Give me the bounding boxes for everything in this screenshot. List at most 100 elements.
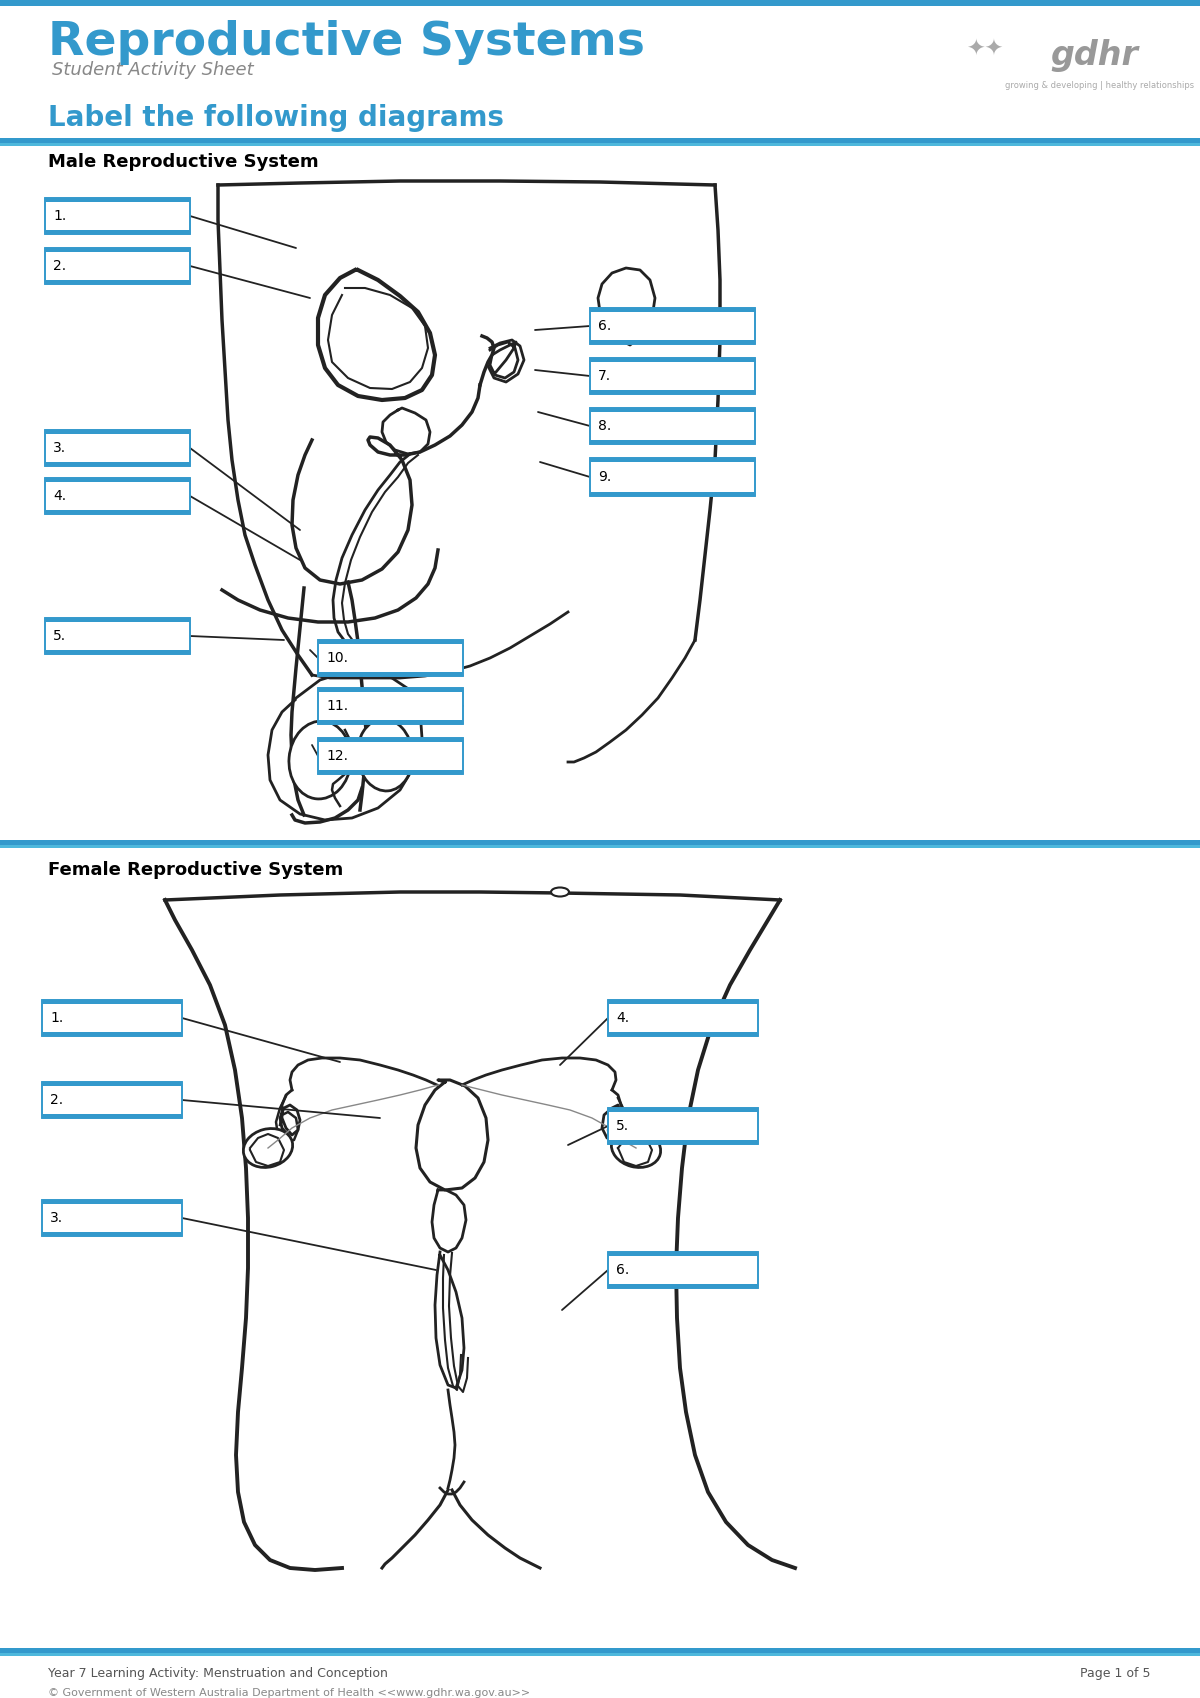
Bar xyxy=(590,362,755,391)
Bar xyxy=(0,0,1200,7)
Bar xyxy=(46,430,190,435)
Bar xyxy=(0,846,1200,847)
Bar xyxy=(0,143,1200,146)
Text: Student Activity Sheet: Student Activity Sheet xyxy=(52,61,253,80)
Text: 9.: 9. xyxy=(598,470,611,484)
Bar xyxy=(608,1251,758,1289)
Bar xyxy=(318,739,463,774)
Bar xyxy=(46,435,190,462)
Text: 7.: 7. xyxy=(598,368,611,384)
Bar xyxy=(590,440,755,443)
Bar xyxy=(0,841,1200,846)
Text: Page 1 of 5: Page 1 of 5 xyxy=(1080,1666,1150,1679)
Bar xyxy=(590,312,755,340)
Bar xyxy=(46,482,190,509)
Text: 4.: 4. xyxy=(616,1010,629,1026)
Bar xyxy=(42,1087,182,1114)
Bar xyxy=(590,408,755,413)
Bar xyxy=(42,1114,182,1117)
Bar xyxy=(46,618,190,654)
Bar xyxy=(608,1251,758,1257)
Ellipse shape xyxy=(551,888,569,897)
Bar xyxy=(608,1112,758,1139)
Bar xyxy=(318,640,463,676)
Bar xyxy=(590,458,755,462)
Text: 6.: 6. xyxy=(616,1263,629,1277)
Bar xyxy=(0,1652,1200,1656)
Bar xyxy=(318,739,463,742)
Bar xyxy=(608,1109,758,1144)
Bar xyxy=(318,693,463,720)
Text: 4.: 4. xyxy=(53,489,66,503)
Text: 1.: 1. xyxy=(50,1010,64,1026)
Bar xyxy=(42,1200,182,1236)
Ellipse shape xyxy=(244,1129,293,1168)
Bar xyxy=(46,462,190,465)
Bar xyxy=(608,1000,758,1036)
Bar xyxy=(608,1109,758,1144)
Text: 10.: 10. xyxy=(326,650,348,666)
Text: 8.: 8. xyxy=(598,419,611,433)
Bar xyxy=(608,1257,758,1284)
Bar xyxy=(608,1109,758,1112)
Text: gdhr: gdhr xyxy=(1050,39,1138,71)
Bar xyxy=(46,248,190,284)
Bar xyxy=(46,618,190,654)
Bar xyxy=(318,769,463,774)
Bar xyxy=(42,1204,182,1233)
Bar xyxy=(318,672,463,676)
Bar xyxy=(46,618,190,621)
Bar xyxy=(318,688,463,723)
Text: 11.: 11. xyxy=(326,700,348,713)
Bar xyxy=(590,307,755,345)
Bar xyxy=(590,307,755,312)
Bar xyxy=(318,739,463,774)
Bar xyxy=(590,358,755,362)
Bar xyxy=(46,430,190,465)
Text: 1.: 1. xyxy=(53,209,66,222)
Bar xyxy=(46,509,190,514)
Text: 3.: 3. xyxy=(50,1211,64,1224)
Bar xyxy=(608,1032,758,1036)
Bar xyxy=(608,1000,758,1004)
Bar xyxy=(42,1082,182,1117)
Bar xyxy=(42,1032,182,1036)
Bar xyxy=(42,1200,182,1204)
Bar xyxy=(0,1649,1200,1652)
Bar xyxy=(46,251,190,280)
Bar xyxy=(46,248,190,251)
Bar xyxy=(0,138,1200,143)
Bar xyxy=(46,229,190,234)
Bar xyxy=(46,280,190,284)
Bar xyxy=(608,1000,758,1036)
Bar xyxy=(46,248,190,284)
Bar xyxy=(42,1082,182,1117)
Text: 12.: 12. xyxy=(326,749,348,762)
Ellipse shape xyxy=(289,722,352,800)
Text: 3.: 3. xyxy=(53,441,66,455)
Bar xyxy=(318,742,463,769)
Bar xyxy=(42,1000,182,1004)
Bar xyxy=(46,479,190,482)
Text: Female Reproductive System: Female Reproductive System xyxy=(48,861,343,880)
Text: © Government of Western Australia Department of Health <<www.gdhr.wa.gov.au>>: © Government of Western Australia Depart… xyxy=(48,1688,530,1698)
Bar xyxy=(46,479,190,514)
Text: Male Reproductive System: Male Reproductive System xyxy=(48,153,319,171)
Bar xyxy=(590,340,755,345)
Bar xyxy=(46,199,190,234)
Bar xyxy=(46,199,190,234)
Bar xyxy=(46,621,190,650)
Bar xyxy=(318,640,463,676)
Bar xyxy=(608,1004,758,1032)
Bar xyxy=(42,1082,182,1087)
Bar xyxy=(46,430,190,465)
Bar xyxy=(318,720,463,723)
Bar xyxy=(590,462,755,492)
Bar xyxy=(590,408,755,443)
Bar xyxy=(590,408,755,443)
Bar xyxy=(590,492,755,496)
Bar xyxy=(46,199,190,202)
Bar xyxy=(590,458,755,496)
Bar xyxy=(590,458,755,496)
Bar xyxy=(46,202,190,229)
